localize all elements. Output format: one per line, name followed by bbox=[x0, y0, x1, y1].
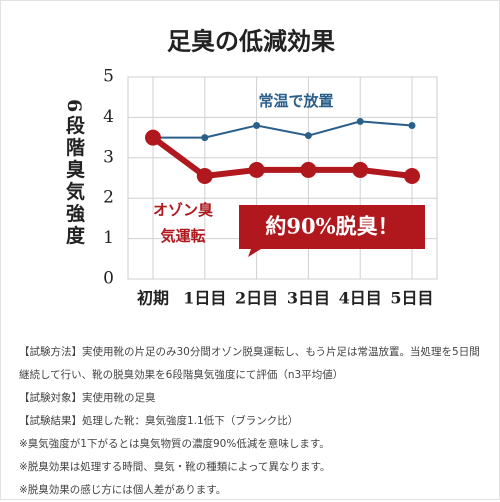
note: 【試験対象】実使用靴の足臭 bbox=[19, 392, 156, 404]
data-point bbox=[352, 161, 369, 178]
x-tick-label: 2日目 bbox=[235, 289, 278, 308]
x-tick-label: 5日目 bbox=[390, 289, 433, 308]
chart: 足臭の低減効果 0 1 2 3 4 5 初期 1日目 2日目 3日目 4日目 5日目 常温で放置約90%… bbox=[103, 27, 438, 308]
chart-title: 足臭の低減効果 bbox=[167, 27, 335, 56]
y-tick-label: 2 bbox=[103, 188, 114, 208]
x-tick-label: 初期 bbox=[137, 289, 169, 308]
x-tick-label: 3日目 bbox=[287, 289, 330, 308]
data-point bbox=[356, 117, 364, 125]
y-tick-label: 0 bbox=[103, 269, 114, 289]
data-point bbox=[253, 121, 261, 129]
data-point bbox=[304, 132, 312, 140]
x-tick-label: 1日目 bbox=[183, 289, 226, 308]
data-point bbox=[300, 161, 317, 178]
series-label: オゾン臭気運転 bbox=[152, 201, 213, 245]
notes: 【試験方法】実使用靴の片足のみ30分間オゾン脱臭運転し、もう片足は常温放置。当処… bbox=[19, 341, 485, 502]
series-label: 常温で放置 bbox=[258, 92, 333, 110]
annotation-box bbox=[239, 205, 425, 257]
note: ※臭気強度が1下がるとは臭気物質の濃度90%低減を意味します。 bbox=[19, 438, 330, 450]
data-point bbox=[408, 121, 416, 129]
x-tick-label: 4日目 bbox=[339, 289, 382, 308]
series-line bbox=[151, 135, 413, 180]
y-axis-label: 6段階臭気強度 bbox=[63, 99, 85, 248]
y-tick-label: 5 bbox=[103, 67, 114, 87]
data-point bbox=[404, 167, 420, 184]
annotation: 約90%脱臭！ bbox=[265, 214, 398, 239]
y-tick-label: 3 bbox=[103, 147, 114, 167]
data-point bbox=[248, 161, 265, 178]
y-tick-label: 4 bbox=[103, 107, 114, 127]
series-line bbox=[153, 120, 413, 139]
y-tick-label: 1 bbox=[103, 228, 114, 248]
data-point bbox=[201, 134, 209, 142]
note: ※脱臭効果の感じ方には個人差があります。 bbox=[19, 484, 227, 496]
data-point bbox=[196, 167, 213, 184]
data-point bbox=[145, 129, 161, 146]
note: 【試験結果】処理した靴：臭気強度1.1低下（ブランク比） bbox=[19, 415, 299, 427]
note: ※脱臭効果は処理する時間、臭気・靴の種類によって異なります。 bbox=[19, 461, 331, 473]
note: 【試験方法】実使用靴の片足のみ30分間オゾン脱臭運転し、もう片足は常温放置。当処… bbox=[19, 346, 480, 381]
